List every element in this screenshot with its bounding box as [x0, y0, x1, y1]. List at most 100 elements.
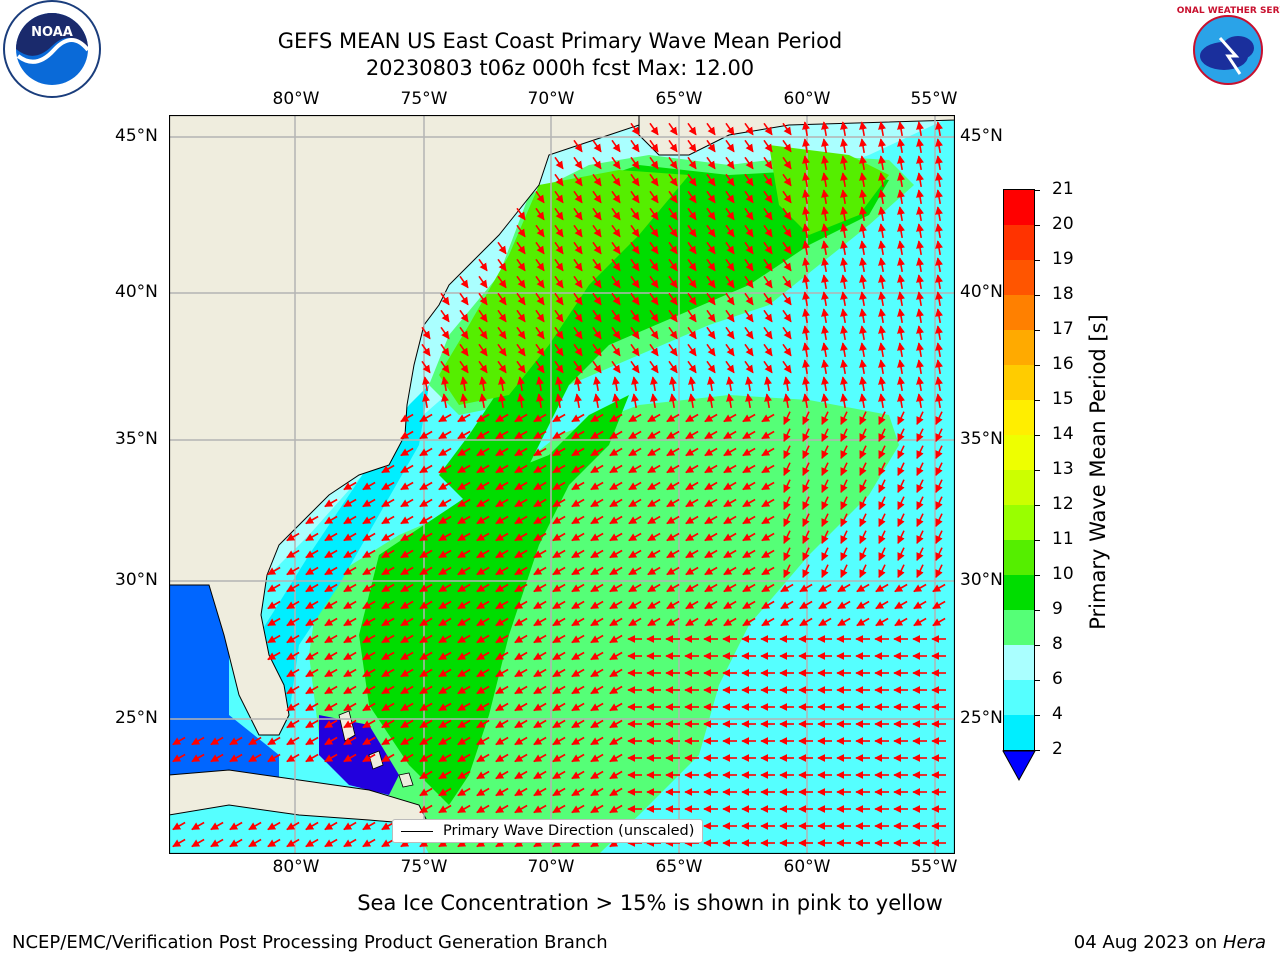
wave-arrow [859, 189, 867, 205]
wave-arrow [459, 292, 469, 306]
wave-arrow [514, 685, 528, 695]
wave-arrow [476, 583, 490, 593]
wave-arrow [438, 719, 452, 729]
wave-arrow [935, 462, 943, 477]
wave-arrow [516, 258, 526, 272]
wave-arrow [324, 600, 338, 610]
wave-arrow [782, 173, 792, 187]
wave-arrow [574, 393, 582, 409]
wave-arrow [799, 583, 813, 593]
wave-arrow [381, 464, 395, 474]
wave-arrow [744, 173, 754, 187]
wave-arrow [723, 549, 737, 559]
wave-arrow [783, 462, 791, 477]
wave-arrow [913, 583, 927, 593]
wave-arrow [894, 617, 908, 627]
wave-arrow [821, 530, 829, 545]
wave-arrow [440, 360, 450, 374]
wave-arrow [802, 462, 810, 477]
wave-arrow [932, 617, 946, 627]
wave-arrow [821, 376, 829, 392]
colorbar-segment [1004, 400, 1034, 436]
wave-arrow [590, 413, 604, 423]
wave-arrow [533, 583, 547, 593]
wave-arrow [533, 464, 547, 474]
wave-arrow [400, 600, 414, 610]
wave-arrow [878, 547, 886, 562]
wave-arrow [837, 600, 851, 610]
wave-arrow [723, 600, 737, 610]
wave-arrow [935, 172, 943, 188]
wave-arrow [533, 651, 547, 661]
wave-arrow [840, 138, 848, 154]
wave-arrow [514, 651, 528, 661]
wave-arrow [533, 498, 547, 508]
wave-arrow [497, 343, 507, 357]
wave-arrow [723, 481, 737, 491]
wave-arrow [897, 189, 905, 205]
wave-arrow [859, 393, 867, 409]
wave-arrow [744, 190, 754, 204]
wave-arrow [457, 719, 471, 729]
wave-arrow [666, 447, 680, 457]
wave-arrow [362, 532, 376, 542]
wave-arrow [859, 155, 867, 171]
colorbar-tick: 4 [1052, 704, 1063, 724]
wave-arrow [611, 309, 621, 323]
wave-arrow [571, 685, 585, 695]
wave-arrow [229, 736, 243, 746]
wave-arrow [782, 326, 792, 340]
period-zone-10-11-south [359, 395, 629, 805]
wave-arrow [802, 530, 810, 545]
legend-line-swatch [401, 830, 433, 832]
wave-arrow [609, 600, 623, 610]
wave-arrow [821, 547, 829, 562]
wave-arrow [514, 447, 528, 457]
wave-arrow [514, 566, 528, 576]
wave-arrow [630, 139, 640, 153]
wave-arrow [457, 464, 471, 474]
wave-arrow [400, 481, 414, 491]
wave-arrow [552, 481, 566, 491]
wave-arrow [495, 736, 509, 746]
wave-arrow [897, 240, 905, 256]
wave-arrow [535, 207, 545, 221]
colorbar-segment [1004, 505, 1034, 541]
wave-arrow [611, 275, 621, 289]
wave-arrow [476, 651, 490, 661]
wave-arrow [343, 651, 357, 661]
colorbar-tick-mark [1034, 190, 1040, 191]
wave-arrow [590, 668, 604, 678]
wave-arrow [592, 224, 602, 238]
wave-arrow [913, 617, 927, 627]
wave-arrow [552, 702, 566, 712]
wave-arrow [573, 258, 583, 272]
wave-arrow [780, 600, 794, 610]
wave-arrow [628, 481, 642, 491]
wave-arrow [419, 464, 433, 474]
wave-arrow [630, 241, 640, 255]
wave-arrow [514, 532, 528, 542]
wave-arrow [840, 496, 848, 511]
wave-arrow [878, 206, 886, 222]
wave-arrow [650, 376, 658, 392]
wave-arrow [761, 481, 775, 491]
wave-arrow [362, 753, 376, 763]
wave-arrow [916, 393, 924, 409]
wave-arrow [476, 447, 490, 457]
wave-arrow [476, 668, 490, 678]
wave-arrow [763, 292, 773, 306]
wave-arrow [725, 275, 735, 289]
wave-arrow [400, 447, 414, 457]
wave-arrow [552, 617, 566, 627]
wave-arrow [419, 600, 433, 610]
wave-arrow [497, 309, 507, 323]
wave-arrow [476, 532, 490, 542]
lat-label-left-25n: 25°N [115, 708, 158, 728]
wave-arrow [286, 702, 300, 712]
wave-arrow [478, 258, 488, 272]
wave-arrow [628, 600, 642, 610]
wave-arrow [935, 291, 943, 307]
colorbar-tick: 16 [1052, 354, 1074, 374]
wave-arrow [571, 447, 585, 457]
